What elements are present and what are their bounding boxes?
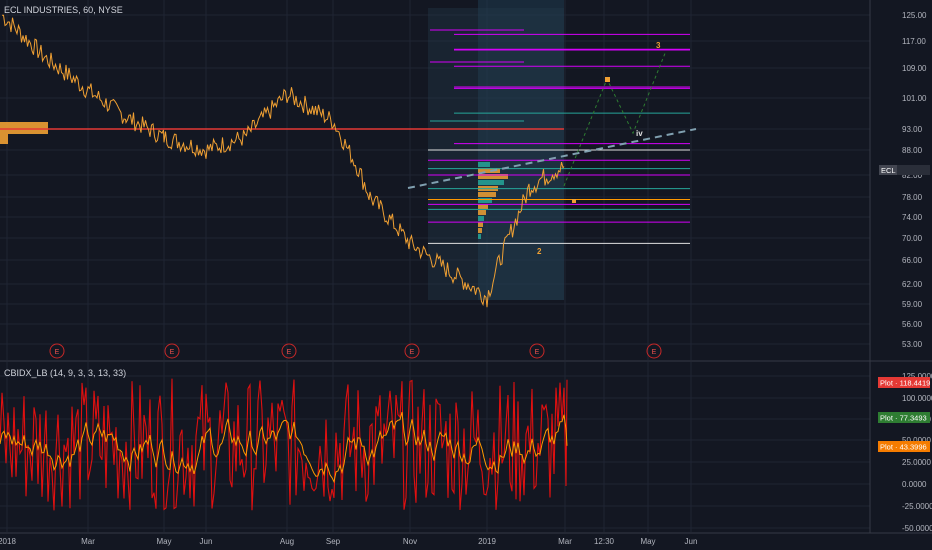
indicator-title: CBIDX_LB (14, 9, 3, 3, 13, 33) xyxy=(4,368,126,378)
trend-line[interactable] xyxy=(407,128,697,189)
oscillator-tick-label: -50.0000 xyxy=(902,524,932,533)
time-tick-label: 2018 xyxy=(0,537,16,546)
indicator-badge xyxy=(878,377,930,388)
last-price-badge-label: ECL xyxy=(881,166,896,175)
price-series-line xyxy=(2,14,565,308)
price-tick-label: 88.00 xyxy=(902,146,923,155)
volume-profile-bar xyxy=(478,192,496,197)
time-tick-label: Sep xyxy=(326,537,341,546)
earnings-marker[interactable] xyxy=(646,343,662,359)
price-axis-ticks: 125.00 117.00 109.00 101.00 93.00 88.00 82.00 7… xyxy=(902,11,927,349)
projection-marker xyxy=(572,199,576,203)
last-price-value-box xyxy=(897,165,930,175)
time-axis[interactable]: 2018 Mar May Jun Aug Sep Nov 2019 Mar 12:30 May Jun xyxy=(0,537,697,546)
earnings-marker-label: E xyxy=(535,349,540,356)
wave-label: iv xyxy=(636,129,643,138)
wave-projection[interactable] xyxy=(563,50,667,187)
earnings-marker-label: E xyxy=(170,349,175,356)
price-tick-label: 74.00 xyxy=(902,213,923,222)
time-tick-label: Mar xyxy=(81,537,95,546)
volume-profile-bar xyxy=(478,210,486,215)
price-tick-label: 93.00 xyxy=(902,125,923,134)
time-tick-label: 2019 xyxy=(478,537,496,546)
indicator-badge-label: Plot · 43.3996 xyxy=(880,443,927,452)
volume-profile-bar xyxy=(478,162,490,167)
price-tick-label: 125.00 xyxy=(902,11,927,20)
oscillator-tick-label: 100.0000 xyxy=(902,394,932,403)
fibonacci-levels xyxy=(428,29,690,244)
price-grid xyxy=(0,0,870,360)
price-tick-label: 59.00 xyxy=(902,300,923,309)
volume-profile-bar xyxy=(478,174,508,179)
price-tick-label: 62.00 xyxy=(902,280,923,289)
time-tick-label: Jun xyxy=(200,537,213,546)
chart-title: ECL INDUSTRIES, 60, NYSE xyxy=(4,5,123,15)
volume-profile-bar xyxy=(478,204,488,209)
price-tick-label: 82.00 xyxy=(902,171,923,180)
price-tick-label: 70.00 xyxy=(902,234,923,243)
wave-label: 3 xyxy=(656,41,661,50)
volume-profile-bar xyxy=(478,222,483,227)
oscillator-tick-label: 25.0000 xyxy=(902,458,931,467)
volume-profile-bar xyxy=(0,134,8,144)
price-tick-label: 66.00 xyxy=(902,256,923,265)
oscillator-tick-label: -25.0000 xyxy=(902,502,932,511)
price-pane[interactable]: 2 3 iv ECL INDUSTRIES, 60, NYSE E E E E E E xyxy=(0,0,870,360)
oscillator-slow-line xyxy=(0,411,568,484)
earnings-marker-label: E xyxy=(652,349,657,356)
oscillator-pane[interactable]: CBIDX_LB (14, 9, 3, 3, 13, 33) xyxy=(0,362,870,532)
earnings-marker-label: E xyxy=(55,349,60,356)
left-volume-profile xyxy=(0,122,48,144)
earnings-marker[interactable] xyxy=(49,343,65,359)
price-tick-label: 56.00 xyxy=(902,320,923,329)
price-tick-label: 53.00 xyxy=(902,340,923,349)
time-tick-label: May xyxy=(156,537,171,546)
time-tick-label: Mar xyxy=(558,537,572,546)
volume-profile-bar xyxy=(478,180,504,185)
earnings-marker[interactable] xyxy=(164,343,180,359)
volume-profile-bar xyxy=(478,228,482,233)
oscillator-fast-line xyxy=(0,378,568,511)
volume-profile-bar xyxy=(478,168,500,173)
volume-profile-bar xyxy=(0,122,48,134)
earnings-marker[interactable] xyxy=(404,343,420,359)
volume-profile-bar xyxy=(478,234,481,239)
indicator-badge-label: Plot · 77.3493 xyxy=(880,414,927,423)
time-tick-label: 12:30 xyxy=(594,537,615,546)
price-tick-label: 117.00 xyxy=(902,37,926,46)
earnings-marker-label: E xyxy=(287,349,292,356)
earnings-marker[interactable] xyxy=(529,343,545,359)
volume-profile-bar xyxy=(478,216,484,221)
price-tick-label: 101.00 xyxy=(902,94,927,103)
last-price-badge xyxy=(879,165,897,175)
price-tick-label: 78.00 xyxy=(902,193,923,202)
earnings-marker[interactable] xyxy=(281,343,297,359)
price-tick-label: 109.00 xyxy=(902,64,927,73)
oscillator-tick-label: 125.0000 xyxy=(902,372,932,381)
indicator-badge-label: Plot · 118.4419 xyxy=(880,379,930,388)
time-tick-label: Aug xyxy=(280,537,294,546)
wave-label: 2 xyxy=(537,247,542,256)
earnings-marker-label: E xyxy=(410,349,415,356)
oscillator-tick-label: 0.0000 xyxy=(902,480,927,489)
indicator-badge xyxy=(878,412,930,423)
projection-marker xyxy=(605,77,610,82)
oscillator-tick-label: 50.0000 xyxy=(902,436,931,445)
time-tick-label: May xyxy=(640,537,655,546)
volume-profile-zone xyxy=(428,8,564,300)
time-tick-label: Jun xyxy=(685,537,698,546)
indicator-badge xyxy=(878,441,930,452)
time-tick-label: Nov xyxy=(403,537,417,546)
volume-profile-bar xyxy=(478,198,492,203)
